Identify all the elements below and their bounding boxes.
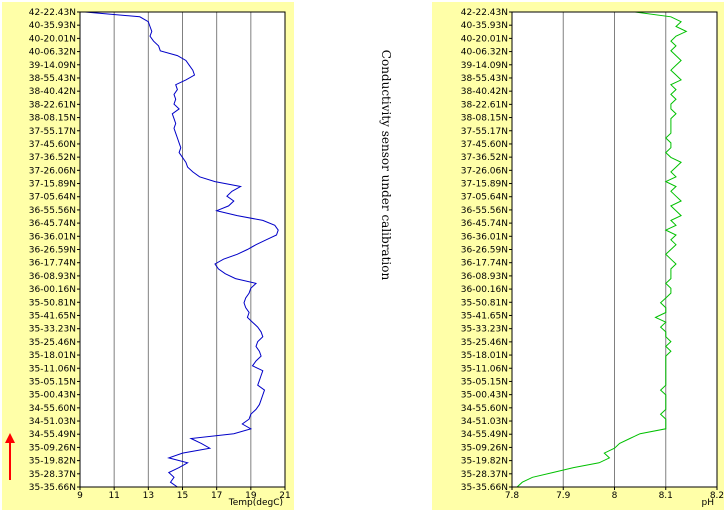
latitude-tick-label: 36-55.56N bbox=[461, 206, 508, 216]
latitude-tick-label: 40-20.01N bbox=[461, 34, 508, 44]
ph-tick-labels: 7.8 7.9 8 8.1 8.2 bbox=[505, 487, 724, 501]
latitude-tick-label: 38-08.15N bbox=[29, 114, 76, 124]
latitude-tick-label: 37-15.89N bbox=[461, 180, 508, 190]
latitude-tick-label: 38-22.61N bbox=[29, 100, 76, 110]
latitude-tick-label: 35-50.81N bbox=[461, 298, 508, 308]
latitude-tick-label: 35-05.15N bbox=[29, 377, 76, 387]
latitude-tick-label: 37-45.60N bbox=[29, 140, 76, 150]
latitude-tick-label: 35-18.01N bbox=[29, 351, 76, 361]
latitude-tick-label: 35-09.26N bbox=[29, 443, 76, 453]
temp-tick-label: 11 bbox=[108, 491, 119, 501]
latitude-tick-label: 35-35.66N bbox=[29, 483, 76, 493]
temp-tick-label: 15 bbox=[177, 491, 188, 501]
latitude-tick-label: 37-05.64N bbox=[29, 193, 76, 203]
ph-tick-label: 8.1 bbox=[659, 491, 673, 501]
temp-tick-label: 17 bbox=[211, 491, 222, 501]
temp-tick-label: 21 bbox=[279, 491, 290, 501]
latitude-tick-label: 36-45.74N bbox=[461, 219, 508, 229]
latitude-tick-label: 39-14.09N bbox=[29, 61, 76, 71]
temp-tick-label: 19 bbox=[245, 491, 257, 501]
left-gridlines bbox=[113, 12, 252, 487]
latitude-tick-label: 34-51.03N bbox=[29, 417, 76, 427]
latitude-tick-label: 37-26.06N bbox=[29, 166, 76, 176]
latitude-tick-label: 36-45.74N bbox=[29, 219, 76, 229]
latitude-tick-label: 42-22.43N bbox=[461, 8, 508, 18]
latitude-tick-label: 36-55.56N bbox=[29, 206, 76, 216]
latitude-tick-label: 36-08.93N bbox=[461, 272, 508, 282]
latitude-tick-label: 36-36.01N bbox=[29, 232, 76, 242]
temp-tick-label: 13 bbox=[143, 491, 154, 501]
latitude-tick-label: 37-05.64N bbox=[461, 193, 508, 203]
latitude-tick-label: 36-17.74N bbox=[461, 259, 508, 269]
ph-tick-label: 8.2 bbox=[710, 491, 724, 501]
latitude-tick-label: 35-25.46N bbox=[29, 338, 76, 348]
latitude-tick-label: 35-09.26N bbox=[461, 443, 508, 453]
latitude-tick-label: 35-33.23N bbox=[461, 325, 508, 335]
latitude-tick-label: 40-20.01N bbox=[29, 34, 76, 44]
latitude-tick-label: 40-06.32N bbox=[29, 48, 76, 58]
latitude-tick-label: 40-35.93N bbox=[461, 21, 508, 31]
right-latitude-axis: 42-22.43N 40-35.93N 40-20.01N 40-06.32N 39-1… bbox=[461, 8, 512, 493]
latitude-tick-label: 35-25.46N bbox=[461, 338, 508, 348]
latitude-tick-label: 35-05.15N bbox=[461, 377, 508, 387]
latitude-tick-label: 35-41.65N bbox=[461, 311, 508, 321]
latitude-tick-label: 34-55.49N bbox=[461, 430, 508, 440]
latitude-tick-label: 34-55.60N bbox=[29, 404, 76, 414]
latitude-tick-label: 35-41.65N bbox=[29, 311, 76, 321]
latitude-tick-label: 36-17.74N bbox=[29, 259, 76, 269]
latitude-tick-label: 34-51.03N bbox=[461, 417, 508, 427]
latitude-tick-label: 35-11.06N bbox=[461, 364, 508, 374]
latitude-tick-label: 40-06.32N bbox=[461, 48, 508, 58]
ph-tick-label: 7.8 bbox=[505, 491, 520, 501]
latitude-tick-label: 37-26.06N bbox=[461, 166, 508, 176]
latitude-tick-label: 36-26.59N bbox=[461, 246, 508, 256]
latitude-tick-label: 34-55.49N bbox=[29, 430, 76, 440]
latitude-tick-label: 36-36.01N bbox=[461, 232, 508, 242]
latitude-tick-label: 38-22.61N bbox=[461, 100, 508, 110]
latitude-tick-label: 37-45.60N bbox=[461, 140, 508, 150]
ph-tick-label: 8 bbox=[612, 491, 618, 501]
latitude-tick-label: 35-00.43N bbox=[29, 391, 76, 401]
ph-series-line bbox=[516, 11, 688, 488]
latitude-tick-label: 35-11.06N bbox=[29, 364, 76, 374]
latitude-tick-label: 36-00.16N bbox=[29, 285, 76, 295]
up-arrow-icon bbox=[5, 433, 15, 480]
latitude-tick-label: 38-40.42N bbox=[461, 87, 508, 97]
temp-series-line bbox=[85, 11, 279, 488]
latitude-tick-label: 36-08.93N bbox=[29, 272, 76, 282]
latitude-tick-label: 40-35.93N bbox=[29, 21, 76, 31]
latitude-tick-label: 34-55.60N bbox=[461, 404, 508, 414]
left-latitude-axis: 42-22.43N 40-35.93N 40-20.01N 40-06.32N 39-1… bbox=[29, 8, 80, 493]
latitude-tick-label: 35-18.01N bbox=[461, 351, 508, 361]
latitude-tick-label: 37-36.52N bbox=[461, 153, 508, 163]
temp-axis-label: Temp(degC) bbox=[228, 498, 283, 508]
latitude-tick-label: 37-15.89N bbox=[29, 180, 76, 190]
latitude-tick-label: 38-55.43N bbox=[461, 74, 508, 84]
latitude-tick-label: 37-36.52N bbox=[29, 153, 76, 163]
latitude-tick-label: 35-00.43N bbox=[461, 391, 508, 401]
temp-tick-labels: 9 11 13 15 17 19 21 bbox=[77, 487, 291, 501]
latitude-tick-label: 38-08.15N bbox=[461, 114, 508, 124]
latitude-tick-label: 37-55.17N bbox=[29, 127, 76, 137]
latitude-tick-label: 42-22.43N bbox=[29, 8, 76, 18]
ph-tick-label: 7.9 bbox=[556, 491, 571, 501]
temp-tick-label: 9 bbox=[77, 491, 83, 501]
latitude-tick-label: 35-50.81N bbox=[29, 298, 76, 308]
calibration-note: Conductivity sensor under calibration bbox=[379, 49, 393, 281]
latitude-tick-label: 35-19.82N bbox=[461, 457, 508, 467]
latitude-tick-label: 36-26.59N bbox=[29, 246, 76, 256]
latitude-tick-label: 35-35.66N bbox=[461, 483, 508, 493]
latitude-tick-label: 35-28.37N bbox=[461, 470, 508, 480]
latitude-tick-label: 37-55.17N bbox=[461, 127, 508, 137]
latitude-tick-label: 35-33.23N bbox=[29, 325, 76, 335]
latitude-tick-label: 35-19.82N bbox=[29, 457, 76, 467]
latitude-tick-label: 36-00.16N bbox=[461, 285, 508, 295]
latitude-tick-label: 38-55.43N bbox=[29, 74, 76, 84]
latitude-tick-label: 35-28.37N bbox=[29, 470, 76, 480]
ph-axis-label: pH bbox=[702, 498, 714, 508]
latitude-tick-label: 38-40.42N bbox=[29, 87, 76, 97]
latitude-tick-label: 39-14.09N bbox=[461, 61, 508, 71]
